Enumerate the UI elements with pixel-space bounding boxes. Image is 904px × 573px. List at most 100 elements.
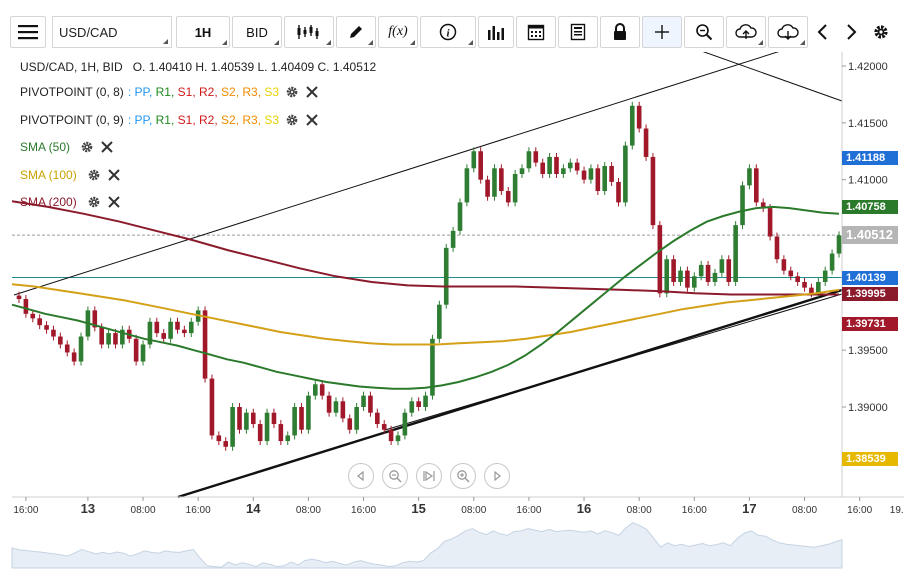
candle-body xyxy=(381,424,387,430)
sma50-legend: SMA (50) xyxy=(20,140,114,154)
candles xyxy=(16,101,842,451)
price-tag: 1.40758 xyxy=(842,200,898,215)
candle-body xyxy=(609,166,614,182)
candle-body xyxy=(767,208,773,237)
lock-button[interactable] xyxy=(600,16,640,48)
price-chart[interactable]: 1.42000 1.41500 1.41000 1.39500 1.39000 16:00… xyxy=(0,52,904,573)
nav-forward-button[interactable] xyxy=(484,463,510,489)
candle-body xyxy=(306,395,311,430)
interval-button[interactable]: 1H xyxy=(176,16,230,48)
close-icon[interactable] xyxy=(107,195,121,209)
crosshair-button[interactable] xyxy=(642,16,682,48)
candle-body xyxy=(285,435,291,442)
y-tick-label: 1.39000 xyxy=(848,402,888,414)
draw-tools-button[interactable] xyxy=(336,16,376,48)
pivot-level-label: PP, xyxy=(134,113,156,127)
template-button[interactable] xyxy=(558,16,598,48)
sma50-label: SMA (50) xyxy=(20,140,71,154)
function-button[interactable]: f(x) xyxy=(378,16,418,48)
candle-body xyxy=(719,259,725,273)
candle-body xyxy=(78,336,84,362)
x-tick-label: 16:00 xyxy=(351,505,376,516)
nav-reset-button[interactable] xyxy=(416,463,442,489)
interval-label: 1H xyxy=(194,24,212,40)
x-tick-label: 16:00 xyxy=(847,505,872,516)
close-icon[interactable] xyxy=(100,140,114,154)
candle-body xyxy=(113,333,118,345)
gear-icon[interactable] xyxy=(285,85,299,99)
candle-body xyxy=(795,276,800,282)
candle-body xyxy=(430,338,435,396)
candle-body xyxy=(650,156,656,226)
zoom-button[interactable] xyxy=(684,16,724,48)
candle-body xyxy=(313,384,318,396)
cloud-upload-button[interactable] xyxy=(726,16,766,48)
candle-body xyxy=(754,168,759,203)
candle-body xyxy=(629,105,635,146)
close-icon[interactable] xyxy=(107,168,121,182)
candle-body xyxy=(51,329,56,337)
pivot-level-label: S3 xyxy=(264,85,280,99)
nav-zoom-out-button[interactable] xyxy=(382,463,408,489)
candle-body xyxy=(402,412,408,436)
indicators-button[interactable] xyxy=(478,16,514,48)
candle-body xyxy=(471,151,477,169)
candle-body xyxy=(347,418,353,430)
trend-lines[interactable] xyxy=(13,52,843,499)
sma200-legend: SMA (200) xyxy=(20,195,121,209)
x-tick-label: 16 xyxy=(577,501,591,516)
candle-body xyxy=(368,395,373,413)
price-type-button[interactable]: BID xyxy=(232,16,282,48)
candle-body xyxy=(836,235,842,254)
pivot-level-label: S2, xyxy=(221,113,243,127)
candle-body xyxy=(16,295,22,300)
scroll-right-button[interactable] xyxy=(838,16,864,48)
candle-body xyxy=(175,321,180,330)
candle-body xyxy=(623,145,628,203)
candle-body xyxy=(492,168,497,197)
candle-body xyxy=(319,384,325,396)
candle-body xyxy=(416,401,421,407)
chart-type-button[interactable] xyxy=(284,16,334,48)
sma100-legend: SMA (100) xyxy=(20,168,121,182)
candle-body xyxy=(561,168,566,174)
cloud-download-icon xyxy=(777,24,799,40)
info-button[interactable]: i xyxy=(420,16,476,48)
candle-body xyxy=(375,412,380,425)
candle-body xyxy=(554,156,559,174)
gear-icon[interactable] xyxy=(87,168,101,182)
symbol-selector[interactable]: USD/CAD xyxy=(52,16,172,48)
candle-body xyxy=(264,412,270,442)
nav-back-button[interactable] xyxy=(348,463,374,489)
ohlc-legend: USD/CAD, 1H, BID O. 1.40410 H. 1.40539 L… xyxy=(20,60,376,74)
price-tag: 1.40512 xyxy=(842,226,898,245)
toolbar: USD/CAD 1H BID f(x) i xyxy=(8,14,898,50)
calendar-button[interactable] xyxy=(516,16,556,48)
menu-button[interactable] xyxy=(10,16,46,48)
candle-body xyxy=(616,181,621,203)
gear-icon[interactable] xyxy=(285,113,299,127)
candle-body xyxy=(161,333,167,339)
candle-body xyxy=(388,429,394,442)
scroll-left-button[interactable] xyxy=(810,16,836,48)
lower-channel-line xyxy=(384,293,843,431)
gear-icon[interactable] xyxy=(87,195,101,209)
candle-body xyxy=(340,401,346,419)
candle-body xyxy=(588,168,594,180)
bar-chart-icon xyxy=(488,26,504,40)
nav-zoom-in-button[interactable] xyxy=(450,463,476,489)
cloud-download-button[interactable] xyxy=(768,16,808,48)
gear-icon[interactable] xyxy=(80,140,94,154)
candle-body xyxy=(712,272,718,282)
pivot-level-label: R1, xyxy=(155,85,178,99)
close-icon[interactable] xyxy=(305,113,319,127)
y-tick-label: 1.41000 xyxy=(848,175,888,187)
pivot-level-label: S1, xyxy=(177,113,199,127)
price-tag: 1.39731 xyxy=(842,316,898,331)
cloud-upload-icon xyxy=(735,24,757,39)
settings-button[interactable] xyxy=(868,16,894,48)
candle-body xyxy=(437,304,442,339)
overview-navigator[interactable] xyxy=(11,522,843,569)
close-icon[interactable] xyxy=(305,85,319,99)
candle-body xyxy=(802,281,807,288)
